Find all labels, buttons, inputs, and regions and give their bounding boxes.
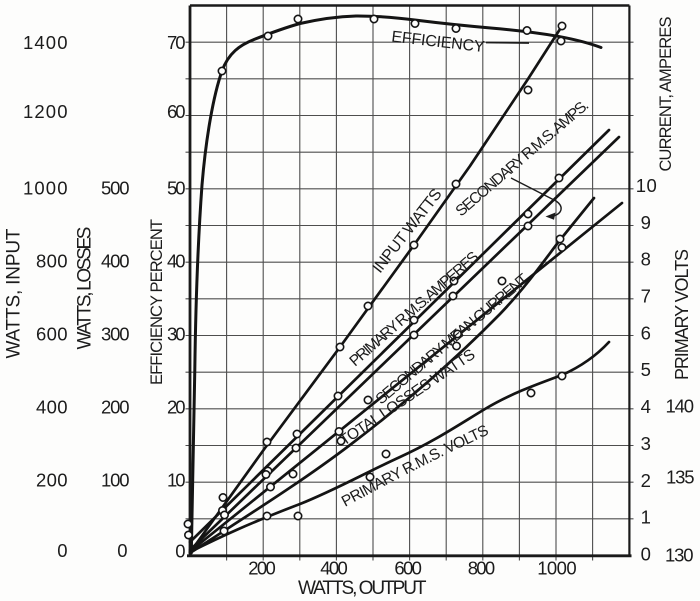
svg-text:40: 40 [167, 251, 186, 272]
svg-text:WATTS, LOSSES: WATTS, LOSSES [75, 227, 96, 350]
svg-text:100: 100 [101, 470, 130, 491]
svg-text:7: 7 [641, 286, 652, 307]
svg-text:CURRENT, AMPERES: CURRENT, AMPERES [657, 17, 675, 172]
svg-text:400: 400 [101, 251, 130, 272]
svg-text:0: 0 [117, 540, 128, 561]
svg-text:200: 200 [248, 558, 276, 579]
svg-text:WATTS, OUTPUT: WATTS, OUTPUT [298, 578, 427, 599]
svg-text:PRIMARY VOLTS: PRIMARY VOLTS [672, 249, 692, 380]
svg-text:200: 200 [36, 470, 68, 491]
svg-text:9: 9 [641, 212, 652, 233]
svg-text:EFFICIENCY PERCENT: EFFICIENCY PERCENT [148, 219, 166, 385]
svg-text:600: 600 [394, 558, 422, 579]
svg-text:0: 0 [175, 541, 186, 562]
svg-text:0: 0 [57, 540, 68, 561]
svg-text:200: 200 [101, 397, 130, 418]
svg-text:50: 50 [167, 178, 186, 199]
svg-text:400: 400 [36, 397, 68, 418]
svg-text:800: 800 [36, 251, 68, 272]
svg-text:6: 6 [641, 322, 652, 343]
svg-text:1000: 1000 [23, 178, 68, 199]
svg-text:140: 140 [666, 396, 695, 417]
svg-text:600: 600 [36, 324, 68, 345]
svg-text:800: 800 [468, 558, 496, 579]
svg-text:135: 135 [666, 467, 695, 488]
svg-text:8: 8 [641, 249, 652, 270]
svg-text:0: 0 [641, 544, 652, 565]
svg-text:10: 10 [167, 470, 186, 491]
svg-text:500: 500 [101, 178, 130, 199]
svg-text:1000: 1000 [537, 558, 577, 579]
svg-text:1: 1 [641, 507, 652, 528]
svg-text:10: 10 [636, 175, 658, 196]
svg-text:5: 5 [641, 359, 652, 380]
svg-text:70: 70 [167, 32, 186, 53]
svg-text:1400: 1400 [23, 32, 68, 53]
svg-text:20: 20 [167, 397, 186, 418]
svg-text:WATTS, INPUT: WATTS, INPUT [4, 228, 25, 358]
svg-text:60: 60 [167, 101, 186, 122]
svg-text:400: 400 [320, 558, 348, 579]
svg-text:300: 300 [101, 324, 130, 345]
svg-text:3: 3 [641, 433, 652, 454]
svg-text:30: 30 [167, 324, 186, 345]
svg-text:2: 2 [641, 470, 652, 491]
svg-text:4: 4 [641, 396, 652, 417]
svg-text:130: 130 [665, 545, 694, 566]
svg-text:1200: 1200 [23, 101, 68, 122]
